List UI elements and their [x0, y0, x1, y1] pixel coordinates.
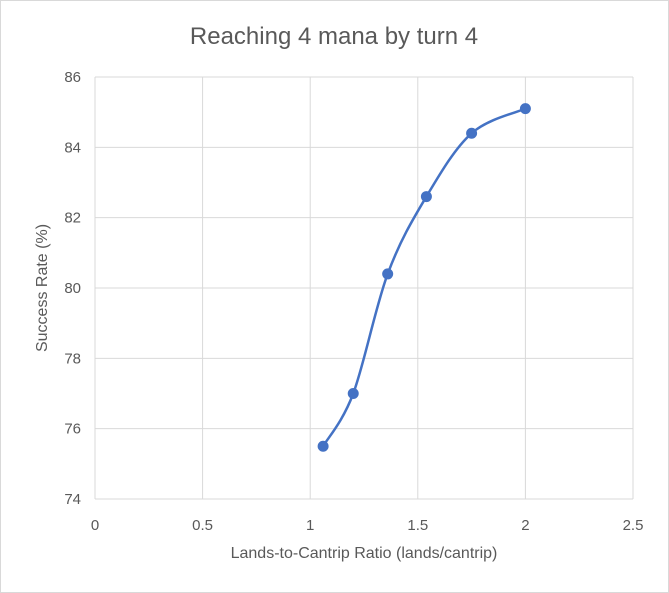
- y-tick-label: 80: [64, 280, 81, 297]
- chart-title: Reaching 4 mana by turn 4: [190, 23, 478, 50]
- y-axis-label: Success Rate (%): [34, 224, 51, 352]
- data-point: [420, 191, 432, 203]
- y-tick-label: 78: [64, 350, 81, 367]
- series: [317, 103, 531, 452]
- x-tick-label: 2.5: [623, 517, 644, 534]
- x-tick-label: 1.5: [407, 517, 428, 534]
- y-tick-label: 82: [64, 210, 81, 227]
- data-point: [519, 103, 531, 115]
- x-axis-label: Lands-to-Cantrip Ratio (lands/cantrip): [231, 545, 498, 562]
- y-tick-label: 76: [64, 421, 81, 438]
- x-tick-label: 2: [521, 517, 529, 534]
- x-tick-label: 0.5: [192, 517, 213, 534]
- tick-labels: 0 0.5 1 1.5 2 2.5 74 76 78 80 82 84 86: [64, 69, 643, 534]
- y-tick-label: 86: [64, 69, 81, 86]
- x-tick-label: 0: [91, 517, 99, 534]
- data-point: [466, 127, 478, 139]
- y-tick-label: 74: [64, 491, 81, 508]
- data-point: [317, 440, 329, 452]
- x-tick-label: 1: [306, 517, 314, 534]
- data-point: [347, 388, 359, 399]
- data-point: [382, 268, 394, 280]
- y-tick-label: 84: [64, 139, 81, 156]
- grid: [94, 76, 634, 500]
